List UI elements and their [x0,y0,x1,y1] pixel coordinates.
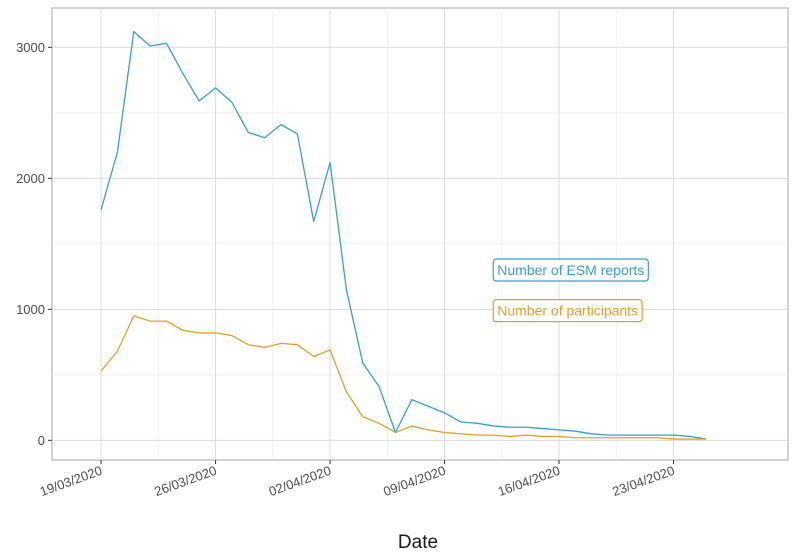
y-axis-ticks: 0 1000 2000 3000 [16,40,52,448]
legend-label-text: Number of ESM reports [497,262,644,278]
x-tick-label: 19/03/2020 [38,463,104,499]
legend-label-text: Number of participants [497,303,638,319]
y-tick-label: 0 [38,433,45,448]
x-tick-label: 23/04/2020 [610,463,676,499]
legend-label-box [492,258,649,282]
y-tick-label: 2000 [16,171,45,186]
x-tick-label: 16/04/2020 [496,463,562,499]
legend-label-box [492,299,643,323]
gridlines [52,8,788,460]
x-tick-label: 02/04/2020 [267,463,333,499]
x-tick-label: 09/04/2020 [381,463,447,499]
legend-label-participants: Number of participants [492,299,643,323]
x-tick-label: 26/03/2020 [152,463,218,499]
series-line-participants [100,315,707,440]
series-lines [100,30,707,440]
x-axis-title: Date [398,532,438,553]
legend-labels: Number of ESM reports Number of participa… [492,258,649,323]
x-axis-ticks: 19/03/2020 26/03/2020 02/04/2020 09/04/2020… [38,460,677,499]
series-line-esm-reports [100,30,707,440]
y-tick-label: 3000 [16,40,45,55]
plot-panel [51,7,789,461]
legend-label-esm-reports: Number of ESM reports [492,258,649,282]
y-tick-label: 1000 [16,302,45,317]
